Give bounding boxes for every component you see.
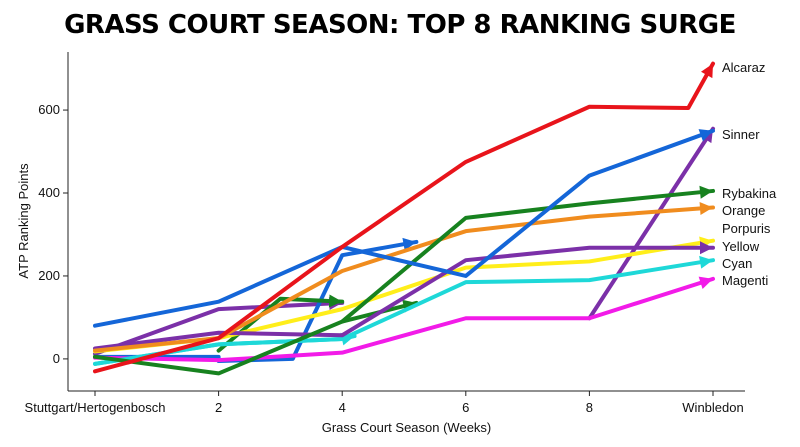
extra-segment-line — [587, 126, 715, 321]
series-arrowhead-porpuris — [700, 241, 713, 255]
legend-label-rybakina: Rybakina — [722, 186, 777, 201]
y-tick-label: 600 — [38, 102, 60, 117]
chart-title: GRASS COURT SEASON: TOP 8 RANKING SURGE — [64, 10, 736, 40]
series-arrowhead-cyan — [699, 255, 713, 269]
series-line-cyan — [93, 258, 715, 366]
extra-segment-arrowhead — [328, 294, 343, 308]
y-tick-label: 200 — [38, 268, 60, 283]
legend-label-sinner: Sinner — [722, 127, 760, 142]
x-tick-label: 8 — [586, 400, 593, 415]
extra-segment-arrowhead — [402, 237, 417, 251]
y-axis-label: ATP Ranking Points — [16, 163, 31, 279]
series-arrowhead-magenti — [698, 276, 713, 289]
x-tick-label: Stuttgart/Hertogenbosch — [25, 400, 166, 415]
x-tick-label: Winbledon — [682, 400, 743, 415]
legend-label-yellow: Yellow — [722, 239, 760, 254]
series-line-orange — [93, 205, 715, 353]
y-tick-label: 0 — [53, 351, 60, 366]
legend-label-alcaraz: Alcaraz — [722, 60, 765, 75]
series-arrowhead-orange — [699, 201, 713, 215]
legend-label-magenti: Magenti — [722, 273, 768, 288]
legend-label-porpuris: Porpuris — [722, 221, 771, 236]
y-tick-label: 400 — [38, 185, 60, 200]
series-line-rybakina — [93, 188, 715, 376]
x-axis-label: Grass Court Season (Weeks) — [322, 420, 492, 435]
series-arrowhead-alcaraz — [700, 63, 713, 79]
legend-label-cyan: Cyan — [722, 256, 752, 271]
extra-segment-line — [93, 300, 345, 356]
series-line-magenti — [93, 276, 715, 363]
x-tick-label: 6 — [462, 400, 469, 415]
series-arrowhead-rybakina — [699, 185, 713, 199]
series-line-alcaraz — [93, 61, 715, 374]
x-tick-label: 4 — [339, 400, 346, 415]
series-line-sinner — [93, 128, 715, 328]
legend-label-orange: Orange — [722, 203, 765, 218]
series-arrowhead-sinner — [698, 129, 713, 142]
series-line-porpuris — [93, 245, 715, 351]
x-tick-label: 2 — [215, 400, 222, 415]
